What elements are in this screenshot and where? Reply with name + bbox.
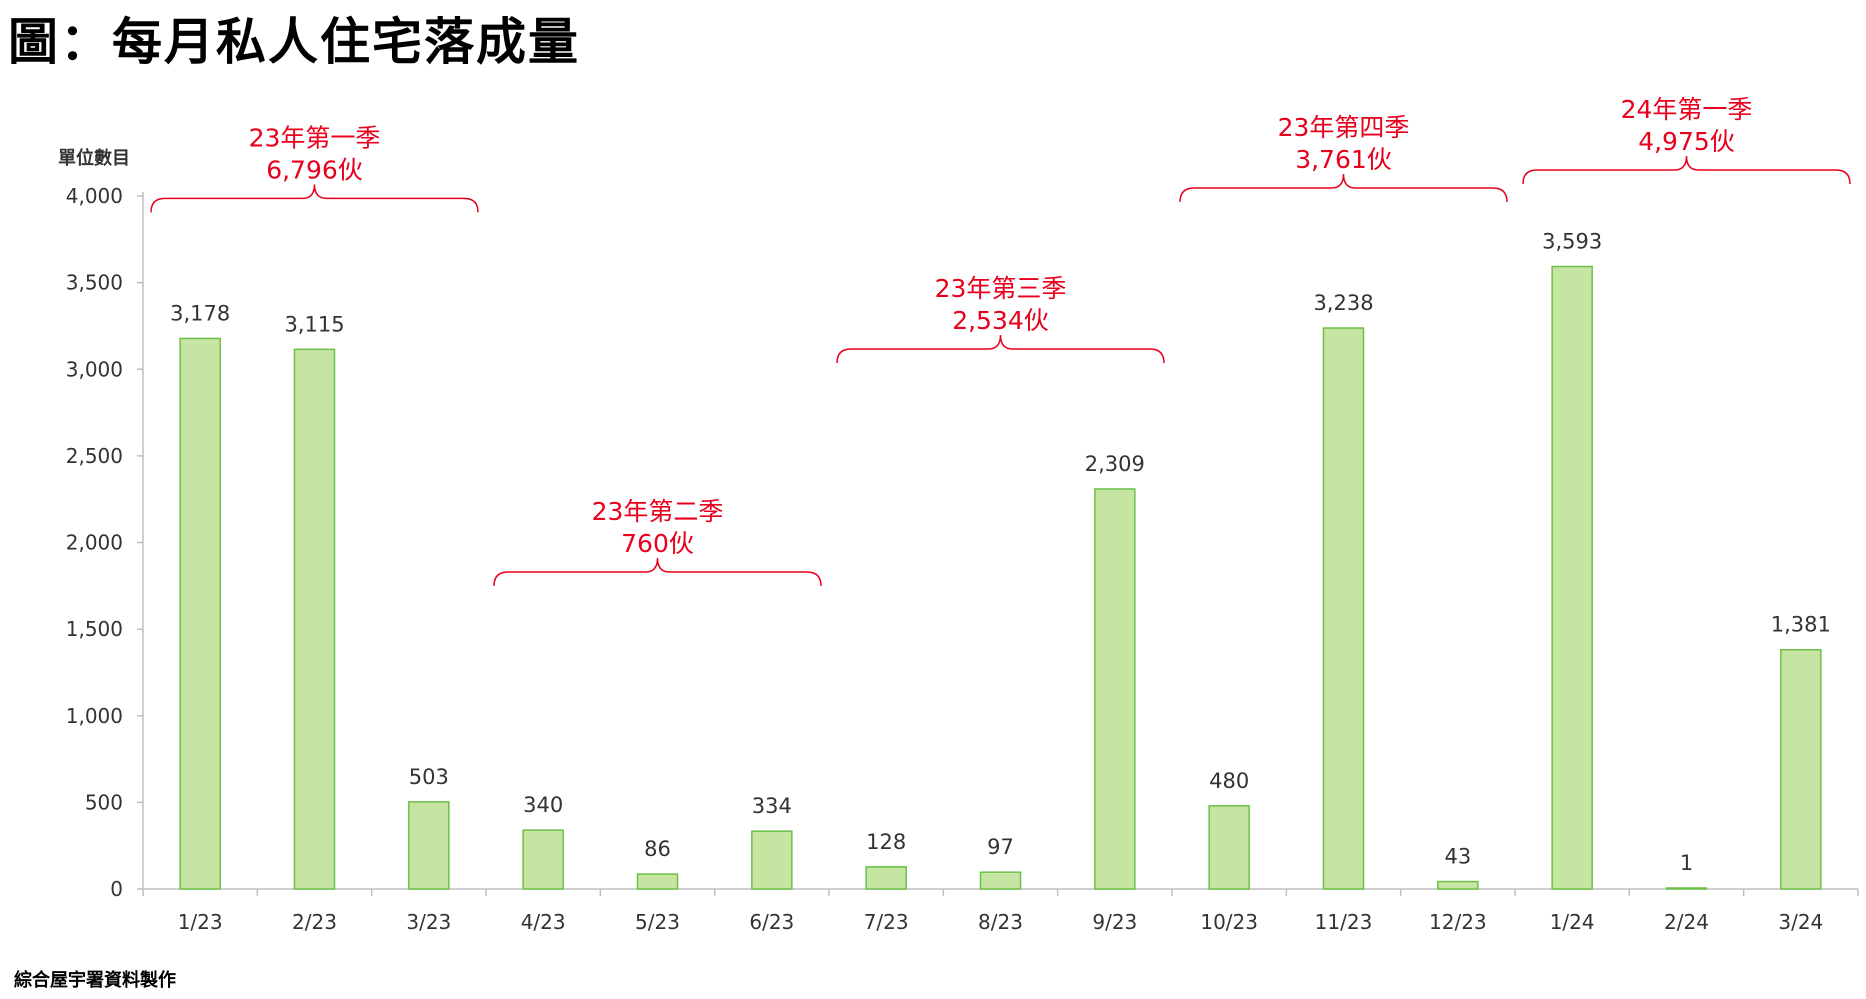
- quarter-brace: [493, 557, 822, 587]
- bar: [408, 801, 450, 890]
- quarter-total: 3,761伙: [1295, 145, 1392, 174]
- bar: [636, 873, 679, 890]
- y-tick-label: 2,000: [66, 531, 123, 555]
- quarter-label: 23年第三季: [935, 274, 1067, 303]
- chart-title: 圖：每月私人住宅落成量: [8, 13, 580, 71]
- x-tick-label: 8/23: [978, 910, 1023, 934]
- data-label: 2,309: [1085, 452, 1145, 476]
- x-tick-label: 1/23: [178, 910, 223, 934]
- x-tick-label: 6/23: [749, 910, 794, 934]
- y-tick-label: 1,000: [66, 704, 123, 728]
- data-label: 86: [644, 837, 671, 861]
- quarter-label: 23年第一季: [249, 123, 381, 152]
- x-tick-label: 1/24: [1550, 910, 1595, 934]
- quarter-label: 23年第二季: [592, 497, 724, 526]
- y-tick-label: 2,500: [66, 444, 123, 468]
- data-label: 3,178: [170, 301, 230, 325]
- x-tick-label: 7/23: [864, 910, 909, 934]
- data-label: 3,115: [284, 312, 344, 336]
- data-label: 43: [1444, 845, 1471, 869]
- source-note: 綜合屋宇署資料製作: [14, 970, 176, 991]
- bar: [1208, 805, 1250, 890]
- x-tick-label: 2/24: [1664, 910, 1709, 934]
- y-tick-label: 3,000: [66, 357, 123, 381]
- data-label: 1,381: [1771, 613, 1831, 637]
- x-tick-label: 9/23: [1092, 910, 1137, 934]
- y-tick-label: 4,000: [66, 184, 123, 208]
- quarter-brace: [1522, 155, 1851, 185]
- bar: [979, 871, 1022, 890]
- bar: [1665, 887, 1708, 890]
- data-label: 340: [523, 793, 563, 817]
- bar: [1322, 327, 1365, 890]
- y-tick-label: 1,500: [66, 617, 123, 641]
- x-tick-label: 4/23: [521, 910, 566, 934]
- data-label: 334: [752, 794, 792, 818]
- quarter-brace: [836, 334, 1165, 363]
- bar: [1437, 880, 1479, 890]
- x-tick-label: 2/23: [292, 910, 337, 934]
- bar: [522, 829, 564, 890]
- quarter-brace: [1179, 174, 1508, 203]
- y-tick-label: 3,500: [66, 271, 123, 295]
- bar: [1551, 265, 1593, 890]
- bar: [865, 866, 907, 890]
- data-label: 480: [1209, 769, 1249, 793]
- data-label: 1: [1680, 851, 1693, 875]
- data-label: 97: [987, 835, 1014, 859]
- quarter-brace: [150, 184, 479, 213]
- quarter-total: 4,975伙: [1638, 127, 1735, 156]
- bar: [293, 348, 336, 890]
- data-label: 128: [866, 830, 906, 854]
- data-label: 3,238: [1313, 291, 1373, 315]
- quarter-total: 6,796伙: [266, 155, 363, 184]
- quarter-total: 2,534伙: [952, 306, 1049, 335]
- x-tick-label: 5/23: [635, 910, 680, 934]
- y-tick-label: 500: [85, 790, 123, 814]
- x-tick-label: 12/23: [1429, 910, 1487, 934]
- bar: [179, 337, 221, 890]
- quarter-label: 23年第四季: [1278, 113, 1410, 142]
- y-tick-label: 0: [110, 877, 123, 901]
- x-tick-label: 3/24: [1778, 910, 1823, 934]
- data-label: 503: [409, 765, 449, 789]
- data-label: 3,593: [1542, 230, 1602, 254]
- x-tick-label: 3/23: [406, 910, 451, 934]
- y-axis-label: 單位數目: [58, 147, 130, 169]
- x-tick-label: 11/23: [1315, 910, 1373, 934]
- bar: [751, 830, 793, 890]
- quarter-label: 24年第一季: [1621, 95, 1753, 124]
- quarter-total: 760伙: [621, 529, 694, 558]
- x-tick-label: 10/23: [1200, 910, 1258, 934]
- bar: [1094, 488, 1136, 890]
- bar: [1780, 648, 1822, 890]
